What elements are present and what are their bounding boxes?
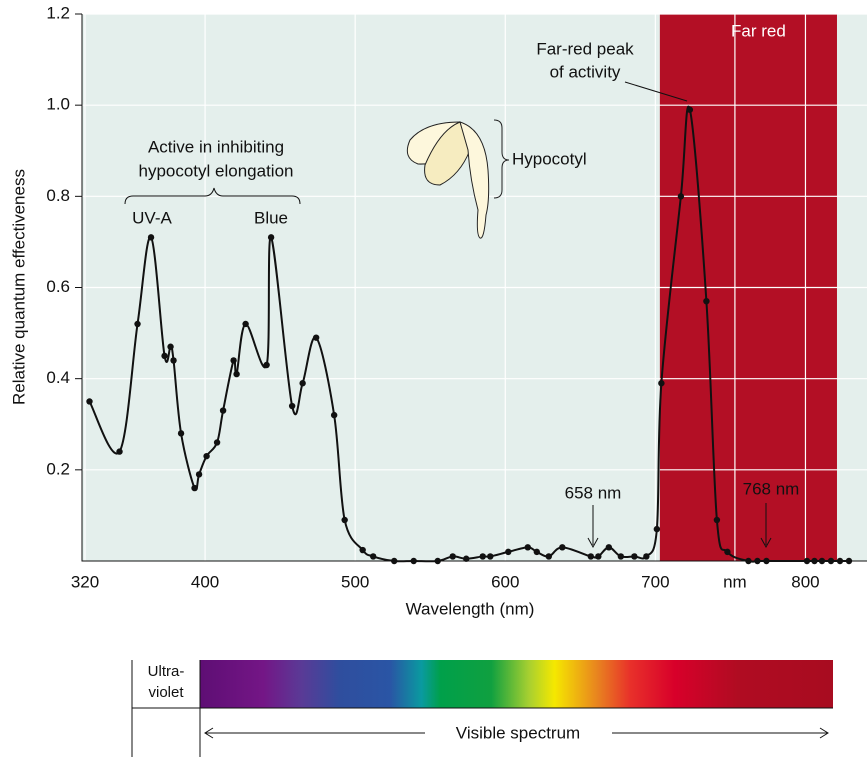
data-point	[677, 193, 685, 200]
data-point	[811, 557, 818, 565]
y-tick-label: 0.6	[46, 277, 70, 296]
data-point	[505, 548, 512, 556]
data-point	[703, 297, 710, 305]
data-point	[390, 557, 398, 565]
data-point	[177, 430, 185, 437]
data-point	[658, 380, 665, 387]
leader-line	[624, 81, 688, 102]
x-tick-label: 400	[191, 572, 219, 591]
data-point	[213, 439, 221, 446]
data-point	[617, 553, 625, 560]
data-point	[713, 516, 721, 524]
annotation: Far-red peak	[536, 39, 634, 58]
data-point	[836, 557, 844, 565]
annotation: Active in inhibiting	[148, 137, 284, 156]
data-point	[242, 320, 249, 328]
data-point	[233, 370, 240, 378]
annotation: Hypocotyl	[512, 149, 587, 168]
y-axis-label: Relative quantum effectiveness	[9, 169, 28, 405]
data-point	[487, 553, 494, 560]
data-point	[359, 546, 366, 554]
data-point	[686, 106, 694, 113]
brace	[124, 187, 301, 205]
seedling-icon	[406, 119, 510, 239]
data-point	[410, 557, 417, 565]
data-point	[545, 553, 552, 560]
data-point	[116, 448, 123, 455]
data-point	[191, 484, 198, 492]
y-tick-label: 1.2	[46, 3, 70, 22]
y-tick-label: 0.2	[46, 459, 70, 478]
data-point	[312, 334, 320, 341]
annotation: 658 nm	[565, 483, 622, 502]
data-point	[818, 557, 826, 565]
data-point	[86, 398, 93, 405]
spectrum-label: Visible spectrum	[456, 723, 580, 742]
plot-area: Far red	[81, 13, 867, 565]
data-point	[631, 553, 638, 560]
data-point	[263, 361, 270, 369]
data-point	[341, 516, 348, 524]
data-point	[167, 343, 174, 350]
data-point	[299, 380, 306, 387]
data-point	[587, 553, 595, 560]
data-point	[605, 544, 613, 551]
spectrum-bar	[200, 660, 833, 708]
data-point	[267, 234, 275, 241]
data-point	[653, 525, 661, 533]
region-label: Far red	[731, 21, 786, 40]
data-point	[134, 320, 141, 328]
data-point	[724, 548, 731, 556]
arrow	[760, 503, 772, 549]
annotation: 768 nm	[743, 479, 800, 498]
data-point	[369, 553, 377, 560]
data-point	[524, 544, 531, 551]
data-point	[170, 357, 177, 364]
data-point	[845, 557, 853, 565]
data-point	[559, 544, 566, 551]
data-point	[230, 357, 237, 364]
annotation: Blue	[254, 208, 288, 227]
data-point	[288, 402, 296, 410]
x-tick-label: 700	[641, 572, 669, 591]
data-point	[479, 553, 486, 560]
data-point	[643, 553, 650, 560]
data-point	[827, 557, 835, 565]
x-axis-label: Wavelength (nm)	[406, 599, 535, 618]
data-point	[147, 234, 155, 241]
data-point	[745, 557, 752, 565]
spectrum-label: Ultra-	[148, 663, 185, 680]
data-point	[463, 555, 470, 562]
spectrum-frame	[131, 660, 833, 757]
annotation: hypocotyl elongation	[138, 161, 293, 180]
y-tick-label: 0.8	[46, 186, 70, 205]
arrow	[587, 505, 599, 549]
arrow	[204, 727, 829, 739]
data-point	[754, 557, 761, 565]
x-tick-label: nm	[723, 572, 747, 591]
data-point	[763, 557, 770, 565]
data-point	[533, 548, 540, 556]
data-point	[161, 352, 168, 360]
data-point	[203, 452, 210, 460]
data-point	[803, 557, 811, 565]
data-point	[219, 407, 227, 414]
data-point	[330, 411, 338, 419]
x-tick-label: 320	[71, 572, 99, 591]
data-point	[195, 471, 203, 478]
annotation: of activity	[550, 62, 621, 81]
y-tick-label: 1.0	[46, 95, 70, 114]
data-point	[449, 553, 456, 560]
x-tick-label: 500	[341, 572, 369, 591]
spectrum-label: violet	[148, 684, 184, 701]
annotation: UV-A	[132, 208, 172, 227]
x-tick-label: 600	[491, 572, 519, 591]
y-tick-label: 0.4	[46, 368, 70, 387]
x-tick-label: 800	[791, 572, 819, 591]
data-point	[595, 553, 602, 560]
data-point	[434, 557, 441, 565]
